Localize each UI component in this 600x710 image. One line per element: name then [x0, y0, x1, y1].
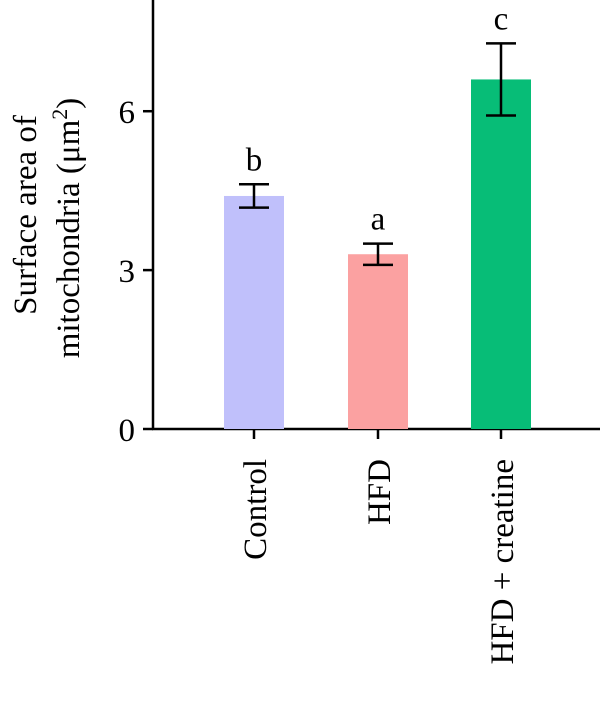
y-axis-title-line-2: mitochondria (μm2)	[47, 98, 87, 359]
y-axis: 0 3 6	[119, 0, 155, 449]
bar	[471, 79, 531, 429]
y-axis-title-line-1: Surface area of	[8, 115, 44, 315]
y-tick-label: 0	[119, 413, 136, 449]
y-tick-label: 3	[119, 254, 136, 290]
x-axis: Control HFD HFD + creatine	[152, 427, 600, 665]
y-tick-label: 6	[119, 95, 136, 131]
x-tick-label: HFD + creatine	[485, 459, 521, 665]
significance-letter: c	[494, 1, 509, 37]
significance-letter: b	[246, 142, 263, 178]
bar	[348, 254, 408, 429]
x-tick-label: Control	[238, 459, 274, 560]
x-tick-label: HFD	[362, 459, 398, 525]
bar	[224, 195, 284, 429]
significance-letter: a	[371, 202, 386, 238]
bars: b a c	[224, 1, 531, 429]
y-axis-title: Surface area of mitochondria (μm2)	[8, 98, 87, 359]
